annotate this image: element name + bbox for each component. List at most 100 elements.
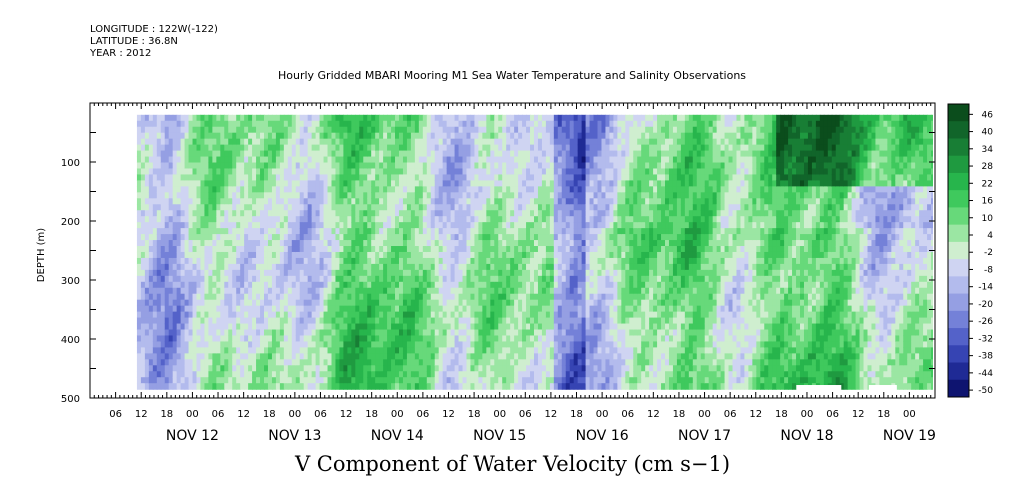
heatmap-cell: [224, 353, 229, 360]
heatmap-cell: [212, 347, 217, 354]
heatmap-cell: [176, 293, 182, 301]
heatmap-cell: [248, 281, 253, 289]
heatmap-cell: [267, 126, 273, 134]
heatmap-cell: [347, 114, 352, 122]
heatmap-cell: [359, 263, 364, 271]
heatmap-cell: [287, 222, 293, 229]
heatmap-cell: [283, 246, 289, 253]
heatmap-cell: [414, 126, 420, 134]
heatmap-cell: [359, 371, 364, 378]
heatmap-cell: [307, 210, 313, 217]
heatmap-cell: [494, 228, 499, 235]
heatmap-cell: [410, 246, 416, 253]
heatmap-cell: [438, 198, 444, 205]
heatmap-cell: [561, 317, 567, 325]
heatmap-cell: [466, 150, 472, 158]
heatmap-cell: [355, 299, 360, 307]
heatmap-cell: [379, 186, 384, 193]
heatmap-cell: [279, 347, 285, 354]
heatmap-cell: [299, 240, 305, 247]
heatmap-cell: [192, 234, 198, 241]
heatmap-cell: [466, 126, 472, 134]
heatmap-cell: [383, 293, 388, 301]
heatmap-cell: [355, 156, 360, 164]
heatmap-cell: [264, 335, 269, 343]
heatmap-cell: [311, 341, 317, 348]
heatmap-cell: [470, 353, 476, 360]
heatmap-cell: [442, 210, 448, 217]
heatmap-cell: [327, 132, 333, 140]
heatmap-cell: [351, 281, 356, 289]
heatmap-cell: [196, 228, 202, 235]
heatmap-cell: [144, 222, 150, 229]
heatmap-cell: [466, 114, 472, 122]
heatmap-cell: [315, 317, 321, 325]
heatmap-cell: [494, 132, 499, 140]
heatmap-cell: [240, 353, 245, 360]
heatmap-cell: [355, 323, 360, 331]
heatmap-cell: [264, 180, 269, 187]
heatmap-cell: [541, 150, 547, 158]
heatmap-cell: [482, 335, 487, 343]
heatmap-cell: [339, 305, 345, 313]
heatmap-cell: [490, 329, 495, 337]
heatmap-cell: [446, 138, 452, 146]
heatmap-cell: [510, 359, 515, 366]
heatmap-cell: [406, 246, 412, 253]
heatmap-cell: [295, 228, 301, 235]
heatmap-cell: [430, 251, 436, 259]
heatmap-cell: [224, 246, 229, 253]
heatmap-cell: [530, 174, 535, 181]
heatmap-cell: [188, 317, 194, 325]
heatmap-cell: [335, 132, 341, 140]
heatmap-cell: [458, 311, 464, 319]
heatmap-cell: [260, 383, 265, 390]
heatmap-cell: [347, 144, 352, 152]
heatmap-cell: [220, 251, 225, 259]
heatmap-cell: [136, 120, 142, 128]
heatmap-cell: [279, 120, 285, 128]
heatmap-cell: [537, 132, 543, 140]
heatmap-cell: [319, 126, 325, 134]
heatmap-cell: [291, 263, 297, 271]
heatmap-cell: [168, 281, 174, 289]
heatmap-cell: [339, 228, 345, 235]
heatmap-cell: [200, 275, 206, 283]
heatmap-cell: [283, 251, 289, 259]
heatmap-cell: [526, 138, 531, 146]
heatmap-cell: [537, 335, 543, 343]
heatmap-cell: [402, 305, 408, 313]
heatmap-cell: [375, 132, 380, 140]
heatmap-cell: [561, 204, 567, 211]
heatmap-cell: [311, 198, 317, 205]
heatmap-cell: [303, 180, 309, 187]
heatmap-cell: [486, 234, 491, 241]
heatmap-cell: [192, 198, 198, 205]
heatmap-cell: [387, 263, 392, 271]
heatmap-cell: [410, 269, 416, 277]
heatmap-cell: [339, 138, 345, 146]
heatmap-cell: [545, 198, 551, 205]
heatmap-cell: [454, 114, 460, 122]
heatmap-cell: [136, 144, 142, 152]
heatmap-cell: [164, 198, 170, 205]
heatmap-cell: [557, 126, 563, 134]
heatmap-cell: [303, 198, 309, 205]
heatmap-cell: [526, 269, 531, 277]
heatmap-cell: [315, 144, 321, 152]
heatmap-cell: [140, 186, 146, 193]
heatmap-cell: [148, 371, 154, 378]
heatmap-cell: [533, 246, 539, 253]
heatmap-cell: [375, 353, 380, 360]
heatmap-cell: [164, 144, 170, 152]
heatmap-cell: [490, 168, 495, 176]
heatmap-cell: [450, 359, 456, 366]
heatmap-cell: [494, 287, 499, 295]
heatmap-cell: [200, 114, 206, 122]
heatmap-cell: [434, 275, 440, 283]
heatmap-cell: [204, 251, 210, 259]
heatmap-cell: [537, 186, 543, 193]
heatmap-cell: [144, 186, 150, 193]
heatmap-cell: [256, 287, 261, 295]
heatmap-cell: [192, 240, 198, 247]
